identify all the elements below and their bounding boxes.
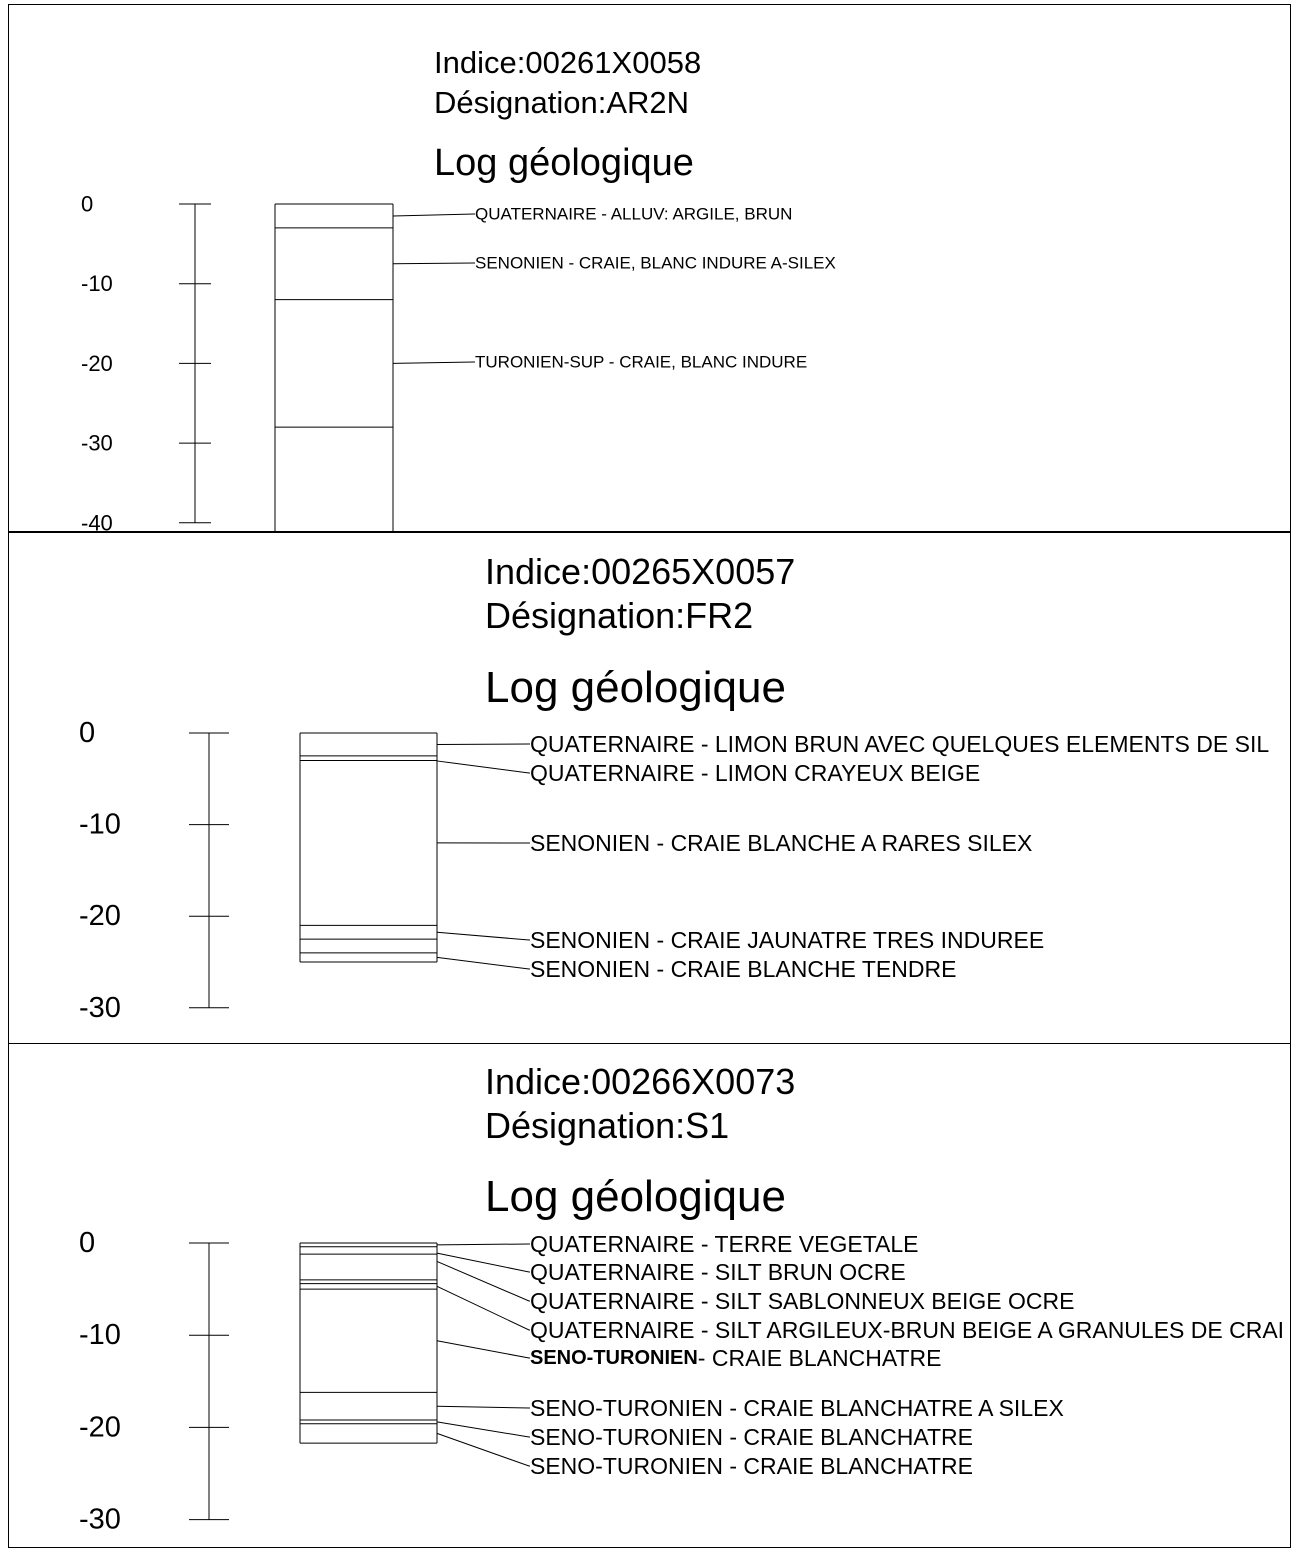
depth-label: 0 <box>81 192 93 217</box>
leader-line <box>436 1252 530 1273</box>
leader-line <box>436 760 530 774</box>
layer-label: TURONIEN-SUP - CRAIE, BLANC INDURE <box>475 353 807 372</box>
depth-label: -20 <box>81 351 113 376</box>
layer-label: QUATERNAIRE - TERRE VEGETALE <box>530 1231 919 1257</box>
leader-line <box>436 1421 530 1438</box>
log-panel-2: Indice:00265X0057 Désignation:FR2 Log gé… <box>8 532 1291 1044</box>
log-diagram: 0 -10 -20 -30 QUATERNAIRE - LIMON BRUN AVEC … <box>79 717 1269 1024</box>
designation-label: Désignation:AR2N <box>434 85 690 120</box>
leader-line <box>436 1432 530 1467</box>
log-panel-3: Indice:00266X0073 Désignation:S1 Log géo… <box>8 1043 1291 1548</box>
leader-line <box>392 262 475 265</box>
designation-label: Désignation:S1 <box>485 1105 730 1146</box>
layer-label: SENO-TURONIEN - CRAIE BLANCHATRE <box>530 1453 973 1479</box>
layer-label: SENONIEN - CRAIE BLANCHE TENDRE <box>530 956 956 982</box>
log-diagram: 0 -10 -20 -30 -40 QUATERNAIRE - ALLUV: ARGILE… <box>81 192 836 532</box>
layer-label: QUATERNAIRE - LIMON BRUN AVEC QUELQUES E… <box>530 731 1269 757</box>
depth-label: -30 <box>81 431 113 456</box>
layer-label: QUATERNAIRE - SILT SABLONNEUX BEIGE OCRE <box>530 1288 1074 1314</box>
depth-label: 0 <box>79 717 95 749</box>
log-panel-1: Indice:00261X0058 Désignation:AR2N Log g… <box>8 4 1291 532</box>
leader-line <box>436 1340 530 1359</box>
layer-label: QUATERNAIRE - SILT ARGILEUX-BRUN BEIGE A… <box>530 1317 1284 1343</box>
layer-label: SENO-TURONIEN - CRAIE BLANCHATRE <box>530 1424 973 1450</box>
depth-label: -20 <box>79 1411 121 1443</box>
leader-line <box>436 956 530 970</box>
log-heading: Log géologique <box>485 1172 786 1221</box>
depth-label: -20 <box>79 900 121 932</box>
depth-label: -10 <box>79 809 121 841</box>
log-heading: Log géologique <box>485 663 786 712</box>
leader-line <box>436 1405 530 1409</box>
indice-label: Indice:00265X0057 <box>485 551 796 592</box>
leader-line <box>436 1260 530 1302</box>
leader-line <box>436 1243 530 1246</box>
indice-label: Indice:00266X0073 <box>485 1061 796 1102</box>
layer-label: QUATERNAIRE - LIMON CRAYEUX BEIGE <box>530 760 980 786</box>
layer-label: SENONIEN - CRAIE, BLANC INDURE A-SILEX <box>475 254 836 273</box>
indice-label: Indice:00261X0058 <box>434 45 702 80</box>
log-heading: Log géologique <box>434 142 694 184</box>
depth-label: -10 <box>81 271 113 296</box>
depth-label: 0 <box>79 1227 95 1259</box>
layer-label: QUATERNAIRE - ALLUV: ARGILE, BRUN <box>475 205 792 224</box>
depth-label: -40 <box>81 510 113 532</box>
layer-label: SENONIEN - CRAIE JAUNATRE TRES INDUREE <box>530 927 1044 953</box>
leader-line <box>392 361 475 364</box>
layer-label: SENO-TURONIEN - CRAIE BLANCHATRE A SILEX <box>530 1395 1064 1421</box>
leader-line <box>392 213 475 217</box>
depth-label: -30 <box>79 992 121 1024</box>
leader-line <box>436 931 530 941</box>
designation-label: Désignation:FR2 <box>485 595 754 636</box>
layer-label: SENO-TURONIEN- CRAIE BLANCHATRE <box>530 1345 941 1371</box>
depth-label: -10 <box>79 1319 121 1351</box>
leader-line <box>436 1285 530 1331</box>
depth-label: -30 <box>79 1504 121 1536</box>
layer-label: SENONIEN - CRAIE BLANCHE A RARES SILEX <box>530 830 1032 856</box>
layer-label: QUATERNAIRE - SILT BRUN OCRE <box>530 1259 906 1285</box>
